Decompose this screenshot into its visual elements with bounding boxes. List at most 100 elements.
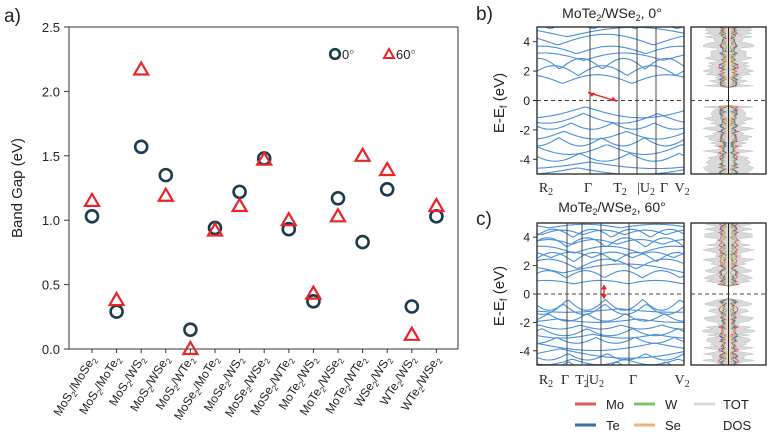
band-structure-60deg: MoTe2/WSe2, 60° E-Ef (eV) 4 2 0 -2 -4 R2 Γ T2|…: [491, 199, 767, 390]
kpoint-label: Γ: [561, 373, 569, 388]
legend-marker-60deg: [382, 46, 396, 59]
band-gap-point-0deg: [355, 234, 370, 250]
valence-band-line: [537, 353, 684, 361]
valence-band-line: [537, 137, 684, 147]
band-gap-point-0deg: [109, 304, 124, 319]
band-y-tick-label: 2: [523, 259, 530, 273]
band-gap-point-0deg: [183, 322, 198, 337]
valence-band-line: [537, 333, 684, 339]
valence-band-line: [537, 308, 684, 313]
band-gap-legend: 0° 60°: [328, 46, 416, 62]
legend-label-60deg: 60°: [396, 47, 416, 62]
band-gap-y-tick-label: 1.0: [42, 213, 60, 228]
band-gap-point-60deg: [402, 325, 421, 341]
valence-band-line: [537, 152, 684, 162]
conduction-band-line: [537, 279, 684, 285]
band-gap-point-60deg: [107, 290, 126, 307]
band-y-tick-label: -4: [519, 153, 530, 167]
conduction-band-line: [537, 65, 684, 77]
band-gap-point-60deg: [378, 160, 397, 177]
panel-label-c: c): [476, 209, 492, 230]
conduction-band-line: [537, 237, 684, 248]
panel-label-b: b): [476, 4, 493, 25]
band-gap-y-tick-label: 2.5: [42, 20, 60, 35]
kpoint-label: |U2: [637, 181, 655, 198]
dos-legend-label-se: Se: [665, 418, 681, 433]
valence-band-line: [537, 303, 684, 315]
gap-arrowhead: [601, 294, 607, 300]
kpoint-label: T2: [575, 373, 589, 390]
band-gap-point-60deg: [255, 150, 274, 166]
band-y-tick-label: -2: [519, 316, 530, 330]
valence-band-line: [537, 348, 684, 359]
band-gap-plot-frame: [68, 26, 459, 350]
conduction-band-line: [537, 45, 684, 55]
valence-band-line: [537, 161, 684, 170]
conduction-band-line: [537, 27, 684, 38]
band-gap-point-60deg: [156, 186, 175, 202]
valence-band-line: [537, 336, 684, 344]
conduction-band-line: [537, 263, 684, 274]
valence-band-line: [537, 122, 684, 130]
conduction-band-line: [537, 258, 684, 269]
band-gap-point-60deg: [279, 211, 298, 227]
dos-legend: Mo W TOT Te Se DOS: [575, 397, 752, 433]
band-y-tick-label: -4: [519, 344, 530, 358]
valence-band-line: [537, 324, 684, 330]
gap-arrowhead: [588, 92, 595, 97]
conduction-band-line: [537, 239, 684, 245]
valence-band-line: [537, 342, 684, 352]
conduction-band-line: [537, 223, 684, 229]
valence-band-line: [537, 327, 684, 337]
band-gap-point-0deg: [379, 181, 395, 197]
kpoint-label: R2: [539, 373, 553, 390]
band-lines: [537, 27, 684, 174]
valence-band-line: [537, 112, 684, 124]
band-gap-point-60deg: [353, 146, 372, 162]
kpoint-label: Γ: [584, 181, 592, 196]
band-gap-point-60deg: [427, 196, 446, 213]
kpoint-label: R2: [539, 181, 553, 198]
band-gap-point-60deg: [181, 339, 200, 356]
band-gap-y-tick-label: 0.0: [42, 342, 60, 357]
gap-arrowhead: [601, 284, 607, 290]
valence-band-line: [537, 106, 684, 119]
band-gap-point-60deg: [206, 221, 224, 237]
band-gap-point-0deg: [429, 209, 444, 224]
band-gap-point-0deg: [281, 221, 297, 237]
panel-label-a: a): [4, 6, 21, 27]
conduction-band-line: [537, 270, 684, 279]
conduction-band-line: [537, 33, 684, 46]
band-gap-y-label: Band Gap (eV): [9, 138, 26, 238]
band-gap-point-60deg: [304, 284, 323, 300]
dos-legend-label-te: Te: [606, 418, 620, 433]
conduction-band-line: [537, 251, 684, 263]
band-gap-point-0deg: [232, 184, 247, 200]
conduction-band-line: [537, 52, 684, 61]
kpoint-label: V2: [674, 373, 689, 390]
kpoint-label: |U2: [586, 373, 604, 390]
band-gap-point-0deg: [404, 299, 420, 314]
valence-band-line: [537, 144, 684, 155]
band-gap-point-60deg: [230, 196, 249, 213]
band-gap-point-0deg: [330, 191, 346, 206]
conduction-band-line: [537, 245, 684, 254]
gap-arrowhead: [610, 96, 617, 102]
band-structure-60deg-y-label: E-Ef (eV): [491, 266, 510, 326]
dos-legend-label-w: W: [665, 397, 678, 412]
band-gap-point-0deg: [158, 167, 174, 183]
dos-legend-label-mo: Mo: [606, 397, 624, 412]
band-structure-0deg: MoTe2/WSe2, 0° E-Ef (eV) 4 2 0 -2 -4 R2 Γ T2 |U…: [491, 5, 767, 198]
band-structure-0deg-title: MoTe2/WSe2, 0°: [562, 5, 662, 23]
band-gap-point-60deg: [83, 191, 101, 207]
band-y-tick-label: 4: [523, 231, 530, 245]
conduction-band-line: [537, 229, 684, 236]
band-gap-point-0deg: [84, 209, 100, 224]
band-lines: [537, 223, 684, 365]
valence-band-line: [537, 358, 684, 365]
band-gap-y-tick-label: 2.0: [42, 84, 60, 99]
conduction-band-line: [537, 74, 684, 84]
band-y-tick-label: 4: [523, 35, 530, 49]
valence-band-line: [537, 130, 684, 140]
